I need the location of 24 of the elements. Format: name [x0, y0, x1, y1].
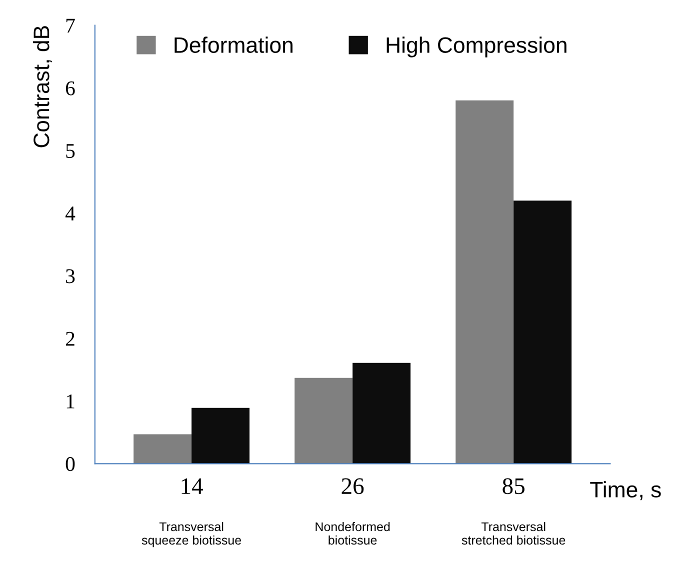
y-tick-label: 6 [66, 81, 75, 96]
legend-label: Deformation [174, 36, 292, 53]
text: Nondeformed biotissue [316, 522, 390, 545]
y-axis-title: Contrast, dB [32, 26, 52, 148]
bar [294, 378, 353, 464]
y-tick-label: 7 [66, 18, 75, 33]
x-tick-label: 14 [182, 478, 203, 494]
bar [192, 408, 250, 464]
bar [352, 362, 411, 464]
y-tick-label: 5 [66, 144, 75, 158]
y-tick-label: 2 [66, 332, 74, 346]
x-axis-title: Time, s [590, 481, 661, 500]
y-tick-label: 0 [66, 457, 75, 472]
y-tick-label: 4 [65, 206, 76, 220]
x-tick-label: 85 [502, 478, 524, 494]
text: Transversal stretched biotissue [462, 522, 566, 545]
legend-label: High Compression [386, 36, 566, 58]
y-tick-label: 3 [66, 269, 75, 284]
x-tick-label: 26 [342, 478, 364, 494]
text: Transversal squeeze biotissue [142, 522, 242, 548]
bar [514, 200, 572, 464]
bar [134, 434, 192, 464]
bar [456, 100, 514, 464]
y-tick-label: 1 [66, 394, 74, 408]
